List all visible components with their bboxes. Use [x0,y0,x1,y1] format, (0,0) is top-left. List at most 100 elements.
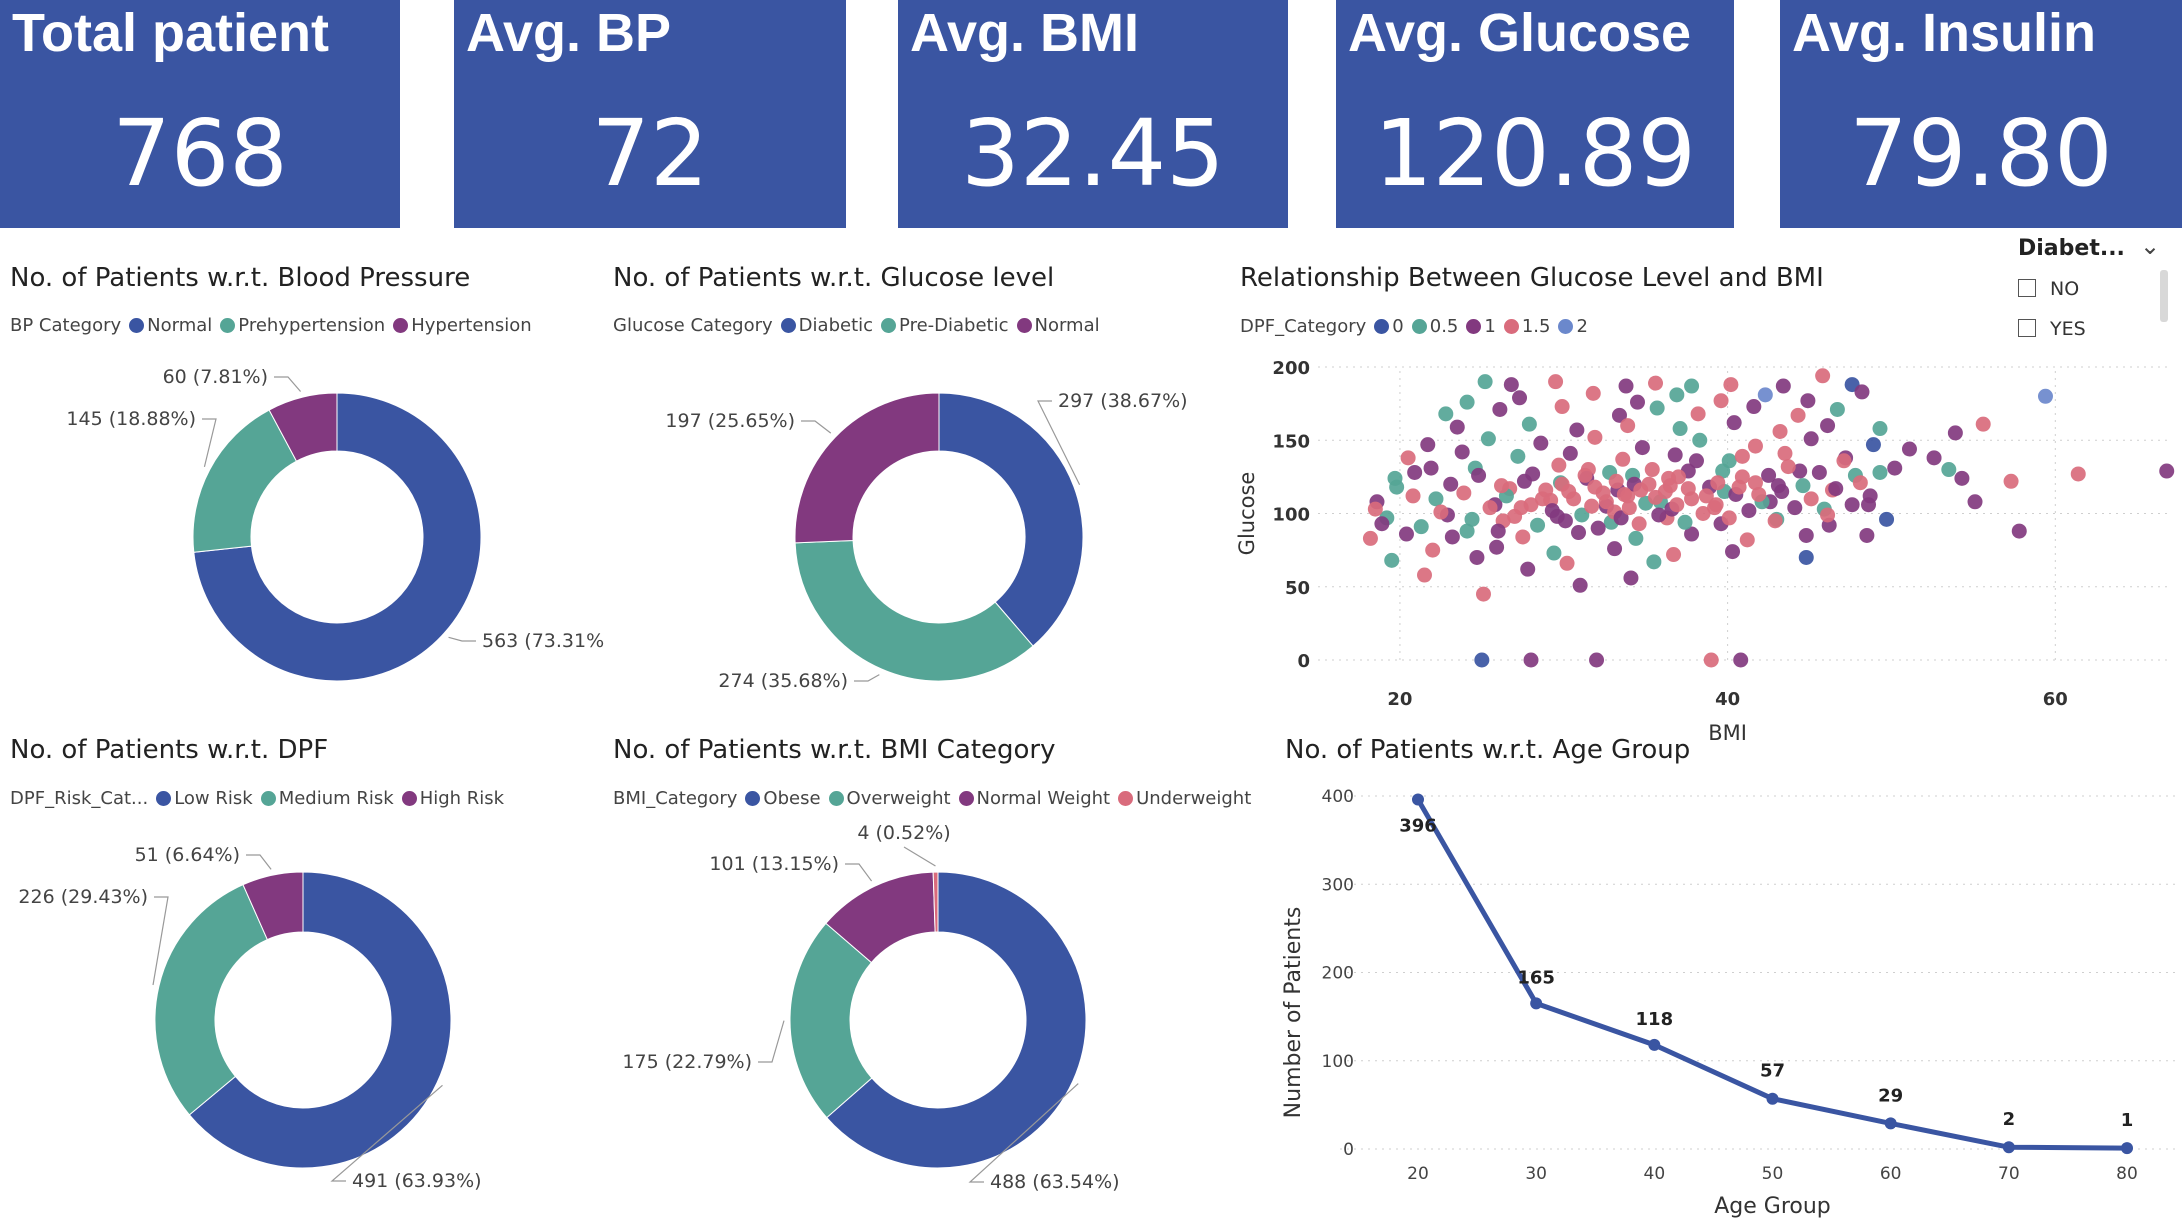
checkbox[interactable] [2018,279,2036,297]
data-label: 60 (7.81%) [163,366,268,388]
legend-item[interactable]: Diabetic [798,315,874,336]
scatter-point [1703,652,1719,668]
legend-item[interactable]: Normal Weight [976,788,1111,809]
legend-item[interactable]: Pre-Diabetic [899,315,1009,336]
scatter-point [2011,523,2027,539]
x-tick-label: 40 [1644,1164,1666,1184]
scatter-point [1751,486,1767,502]
scatter-point [1362,530,1378,546]
scatter-point [1859,527,1875,543]
legend-dot [1411,319,1427,334]
legend-dot [401,791,417,806]
legend-item[interactable]: 1.5 [1521,316,1551,337]
scatter-point [1456,485,1472,501]
scatter-point [1649,400,1665,416]
scatter-point [2159,463,2175,479]
line-chart-age-group[interactable]: 0 100 200 300 400 20 30 40 50 60 70 80 396 165 118 57 29… [1270,780,2180,1228]
legend-item[interactable]: Medium Risk [278,788,394,809]
scatter-point [1844,497,1860,513]
kpi-title: Avg. BP [466,3,672,63]
y-tick-label: 0 [1297,651,1310,672]
scatter-point [1400,450,1416,466]
leader-line [246,854,272,870]
scatter-point [1574,507,1590,523]
checkbox[interactable] [2018,319,2036,337]
legend-dot [1016,318,1032,333]
scatter-point [1667,447,1683,463]
donut-chart-glucose[interactable]: 297 (38.67%) 274 (35.68%) 197 (25.65%) [610,340,1230,700]
legend-title: Glucose Category [613,315,773,336]
legend-item[interactable]: 2 [1576,316,1588,337]
leader-line [152,896,169,986]
legend-item[interactable]: Underweight [1136,788,1252,809]
scatter-point [1772,423,1788,439]
legend-item[interactable]: High Risk [419,788,505,809]
scatter-point [1587,479,1603,495]
line-point [2121,1142,2133,1155]
y-tick-label: 0 [1343,1140,1354,1160]
scatter-point [1494,478,1510,494]
kpi-title: Avg. Insulin [1792,3,2097,63]
scatter-point [1608,473,1624,489]
scatter-point [1836,453,1852,469]
donut-chart-bmi[interactable]: 488 (63.54%) 175 (22.79%) 101 (13.15%) 4 (0… [610,815,1230,1228]
legend-item[interactable]: 0 [1392,316,1404,337]
scatter-chart-glucose-bmi[interactable]: 0 50 100 150 200 20 40 60 BMI Glucose [1230,340,2180,745]
legend-item[interactable]: Low Risk [174,788,253,809]
slicer-option-yes[interactable]: YES [2018,318,2086,340]
kpi-value: 768 [112,100,288,207]
legend-item[interactable]: Hypertension [411,315,532,336]
legend-item[interactable]: Overweight [846,788,951,809]
donut-chart-dpf[interactable]: 491 (63.93%) 226 (29.43%) 51 (6.64%) [0,815,610,1228]
scatter-point [1954,470,1970,486]
scatter-point [1477,374,1493,390]
scatter-point [1967,494,1983,510]
slicer-option-no[interactable]: NO [2018,278,2079,300]
legend-item[interactable]: 0.5 [1429,316,1459,337]
slicer-scrollbar[interactable] [2160,270,2168,322]
scatter-point [1420,437,1436,453]
legend-item[interactable]: Obese [763,788,821,809]
leader-line [1037,400,1081,486]
scatter-point [1879,511,1895,527]
scatter-point [1464,511,1480,527]
scatter-point [1607,541,1623,557]
scatter-point [1515,529,1531,545]
donut-slice [932,871,939,933]
legend-item[interactable]: Normal [1034,315,1100,336]
kpi-total-patient: Total patient 768 [0,0,400,228]
scatter-point [1407,464,1423,480]
scatter-point [1901,441,1917,457]
chart-title-bmi: No. of Patients w.r.t. BMI Category [613,735,1056,765]
legend-item[interactable]: Prehypertension [238,315,386,336]
scatter-point [1726,415,1742,431]
chevron-down-icon[interactable]: ⌄ [2140,232,2161,260]
x-axis-label: BMI [1708,721,1747,745]
y-axis-label: Glucose [1235,472,1259,556]
scatter-point [1829,401,1845,417]
slicer-option-label: NO [2050,278,2080,300]
scatter-point [1862,488,1878,504]
scatter-point [1975,416,1991,432]
scatter-point [1661,470,1677,486]
scatter-point [1513,500,1529,516]
scatter-point [1634,440,1650,456]
scatter-point [1562,445,1578,461]
legend-item[interactable]: 1 [1484,316,1496,337]
legend-title: DPF_Category [1240,316,1367,337]
scatter-point [1489,539,1505,555]
legend-dot [828,791,844,806]
scatter-point [1680,481,1696,497]
diabetes-slicer[interactable]: Diabet... ⌄ NO YES [2000,230,2170,350]
donut-slice [188,871,452,1169]
legend-item[interactable]: Normal [147,315,213,336]
scatter-point [1644,462,1660,478]
donut-slice [242,871,304,941]
data-label: 4 (0.52%) [857,822,950,844]
line-point [1648,1038,1661,1051]
scatter-point [1490,523,1506,539]
y-tick-label: 100 [1322,1052,1354,1072]
donut-chart-bp[interactable]: 563 (73.31% 145 (18.88%) 60 (7.81%) [0,340,610,700]
scatter-point [1534,491,1550,507]
kpi-value: 79.80 [1849,100,2113,207]
